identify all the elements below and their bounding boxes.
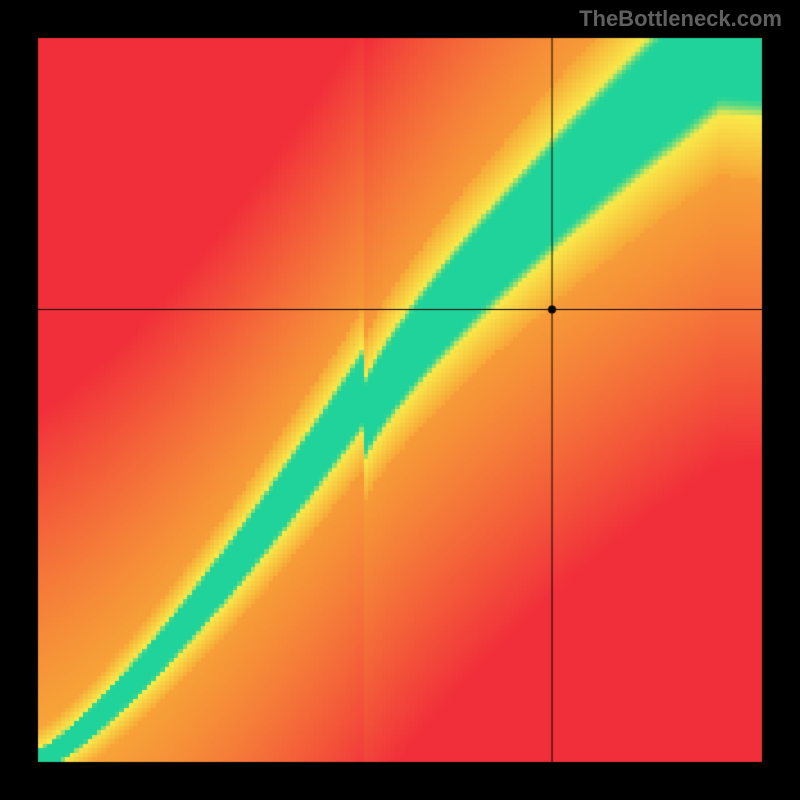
watermark-text: TheBottleneck.com <box>579 6 782 32</box>
heatmap-canvas <box>0 0 800 800</box>
chart-container: TheBottleneck.com <box>0 0 800 800</box>
